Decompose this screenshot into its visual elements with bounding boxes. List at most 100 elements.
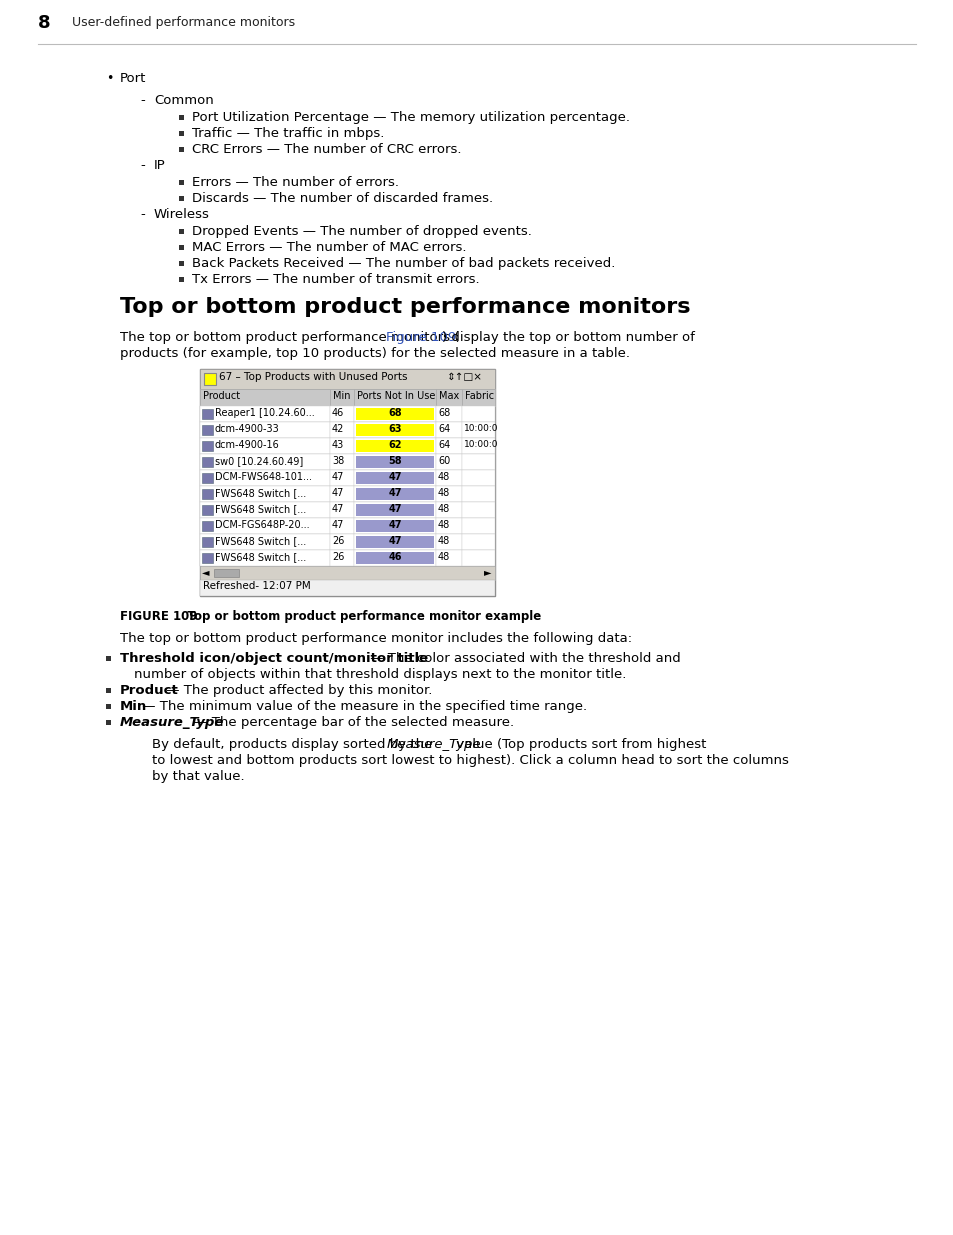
Bar: [354, 454, 436, 471]
Text: Fabric: Fabric: [464, 391, 494, 401]
Bar: [354, 389, 436, 406]
Text: FWS648 Switch [...: FWS648 Switch [...: [214, 488, 306, 498]
Text: — The color associated with the threshold and: — The color associated with the threshol…: [366, 652, 680, 664]
Text: 48: 48: [437, 552, 450, 562]
Text: By default, products display sorted by the: By default, products display sorted by t…: [152, 739, 436, 751]
Text: Product: Product: [203, 391, 240, 401]
Text: User-defined performance monitors: User-defined performance monitors: [71, 16, 294, 28]
Text: 48: 48: [437, 520, 450, 530]
Bar: [200, 534, 495, 550]
Bar: [179, 196, 184, 201]
Bar: [436, 534, 461, 550]
Text: ⇕↑□×: ⇕↑□×: [447, 372, 482, 382]
Text: 46: 46: [388, 552, 401, 562]
Bar: [179, 261, 184, 266]
Bar: [461, 501, 495, 517]
Bar: [436, 487, 461, 501]
Bar: [200, 454, 330, 471]
Text: 62: 62: [388, 440, 401, 450]
Bar: [330, 422, 354, 438]
Text: -: -: [140, 159, 145, 172]
Text: The top or bottom product performance monitor includes the following data:: The top or bottom product performance mo…: [120, 632, 632, 645]
Text: Errors — The number of errors.: Errors — The number of errors.: [192, 177, 398, 189]
Bar: [200, 580, 495, 597]
Bar: [200, 550, 495, 566]
Bar: [179, 228, 184, 233]
Text: 48: 48: [437, 504, 450, 514]
Text: 48: 48: [437, 488, 450, 498]
Text: Traffic — The traffic in mbps.: Traffic — The traffic in mbps.: [192, 127, 384, 140]
Bar: [200, 566, 495, 580]
Bar: [200, 487, 330, 501]
Bar: [202, 409, 213, 419]
Bar: [330, 438, 354, 454]
Bar: [330, 501, 354, 517]
Text: 64: 64: [437, 440, 450, 450]
Bar: [355, 504, 434, 516]
Text: Top or bottom product performance monitors: Top or bottom product performance monito…: [120, 296, 690, 317]
Bar: [330, 517, 354, 534]
Bar: [355, 424, 434, 436]
Text: to lowest and bottom products sort lowest to highest). Click a column head to so: to lowest and bottom products sort lowes…: [152, 755, 788, 767]
Bar: [202, 457, 213, 467]
Text: dcm-4900-16: dcm-4900-16: [214, 440, 279, 450]
Text: 10:00:0: 10:00:0: [463, 424, 498, 433]
Bar: [202, 425, 213, 435]
Bar: [179, 245, 184, 249]
Bar: [354, 406, 436, 422]
Bar: [355, 456, 434, 468]
Bar: [436, 471, 461, 487]
Bar: [354, 517, 436, 534]
Bar: [461, 406, 495, 422]
Text: number of objects within that threshold displays next to the monitor title.: number of objects within that threshold …: [133, 668, 626, 680]
Bar: [461, 471, 495, 487]
Bar: [213, 569, 239, 577]
Bar: [355, 536, 434, 548]
Text: dcm-4900-33: dcm-4900-33: [214, 424, 279, 433]
Text: 68: 68: [437, 408, 450, 417]
Bar: [200, 517, 330, 534]
Bar: [436, 501, 461, 517]
Bar: [106, 688, 111, 693]
Text: -: -: [140, 94, 145, 107]
Bar: [355, 552, 434, 564]
Text: — The minimum value of the measure in the specified time range.: — The minimum value of the measure in th…: [138, 700, 586, 713]
Bar: [179, 115, 184, 120]
Bar: [461, 534, 495, 550]
Bar: [461, 422, 495, 438]
Text: 64: 64: [437, 424, 450, 433]
Bar: [200, 422, 330, 438]
Bar: [354, 471, 436, 487]
Text: CRC Errors — The number of CRC errors.: CRC Errors — The number of CRC errors.: [192, 143, 461, 156]
Text: DCM-FWS648-101...: DCM-FWS648-101...: [214, 472, 312, 482]
Bar: [354, 501, 436, 517]
Text: 47: 47: [332, 472, 344, 482]
Text: DCM-FGS648P-20...: DCM-FGS648P-20...: [214, 520, 310, 530]
Bar: [202, 489, 213, 499]
Text: 67 – Top Products with Unused Ports: 67 – Top Products with Unused Ports: [219, 372, 407, 382]
Bar: [106, 656, 111, 661]
Text: Figure 109: Figure 109: [386, 331, 456, 345]
Bar: [461, 389, 495, 406]
Bar: [354, 534, 436, 550]
Text: 47: 47: [388, 488, 401, 498]
Text: Min: Min: [120, 700, 147, 713]
Bar: [202, 537, 213, 547]
Bar: [202, 473, 213, 483]
Text: Port Utilization Percentage — The memory utilization percentage.: Port Utilization Percentage — The memory…: [192, 111, 629, 124]
Bar: [461, 454, 495, 471]
Text: 63: 63: [388, 424, 401, 433]
Bar: [179, 277, 184, 282]
Bar: [179, 131, 184, 136]
Bar: [200, 517, 495, 534]
Text: 47: 47: [388, 472, 401, 482]
Text: Top or bottom product performance monitor example: Top or bottom product performance monito…: [174, 610, 540, 622]
Bar: [461, 517, 495, 534]
Text: value (Top products sort from highest: value (Top products sort from highest: [452, 739, 705, 751]
Bar: [200, 471, 330, 487]
Text: — The product affected by this monitor.: — The product affected by this monitor.: [162, 684, 432, 697]
Bar: [202, 553, 213, 563]
Bar: [202, 521, 213, 531]
Bar: [330, 487, 354, 501]
Bar: [436, 438, 461, 454]
